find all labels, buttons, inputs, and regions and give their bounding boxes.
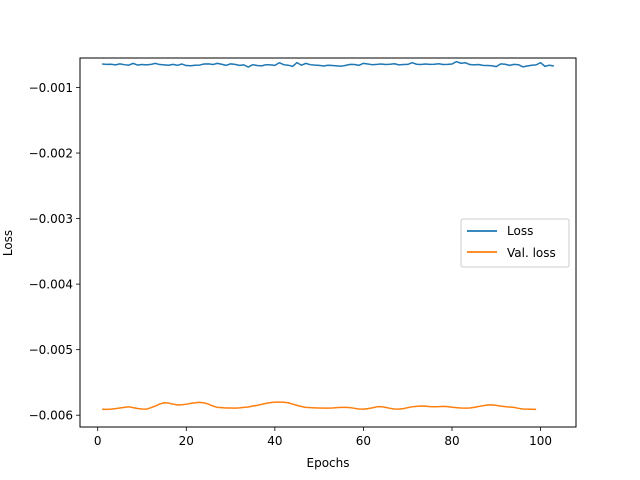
- legend: Loss Val. loss: [460, 218, 570, 268]
- legend-label-loss: Loss: [507, 224, 533, 238]
- series-line-val-loss: [102, 401, 537, 411]
- x-axis-label: Epochs: [307, 456, 350, 470]
- x-tick-label: 100: [529, 434, 552, 448]
- legend-label-val-loss: Val. loss: [507, 246, 556, 260]
- plot-area: [102, 60, 554, 411]
- y-tick-label: −0.001: [29, 81, 73, 95]
- y-tick-label: −0.005: [29, 343, 73, 357]
- x-axis: 0 20 40 60 80 100: [94, 427, 552, 448]
- y-tick-label: −0.006: [29, 409, 73, 423]
- y-tick-label: −0.002: [29, 147, 73, 161]
- y-axis: −0.006 −0.005 −0.004 −0.003 −0.002 −0.001: [29, 81, 80, 423]
- plot-frame: [79, 57, 577, 428]
- y-axis-label: Loss: [1, 230, 15, 256]
- series-line-loss: [102, 60, 554, 68]
- x-tick-label: 60: [356, 434, 371, 448]
- x-tick-label: 20: [179, 434, 194, 448]
- y-tick-label: −0.004: [29, 278, 73, 292]
- x-tick-label: 0: [94, 434, 102, 448]
- x-tick-label: 40: [267, 434, 282, 448]
- y-tick-label: −0.003: [29, 212, 73, 226]
- x-tick-label: 80: [444, 434, 459, 448]
